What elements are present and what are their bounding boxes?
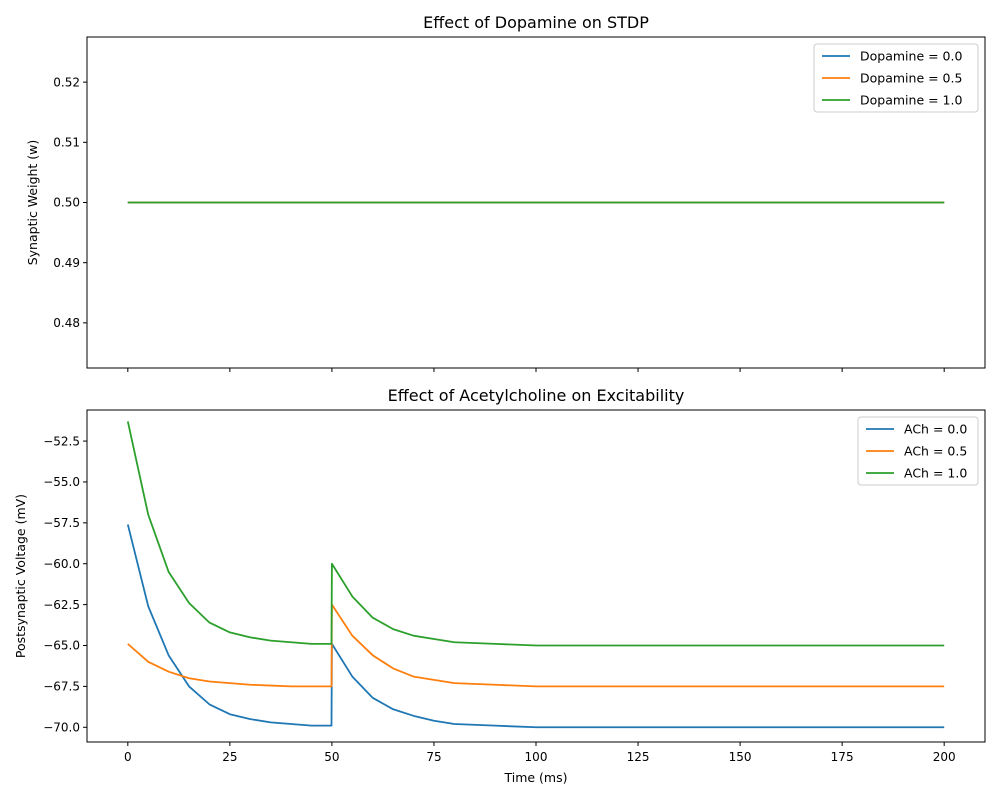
dopamine-x-ticks [127, 368, 945, 372]
dopamine-y-axis-label: Synaptic Weight (w) [25, 140, 40, 266]
dopamine-y-tick-label: 0.50 [53, 196, 80, 210]
acetylcholine-y-tick-label: −52.5 [43, 434, 80, 448]
acetylcholine-chart-title: Effect of Acetylcholine on Excitability [388, 386, 685, 405]
dopamine-legend-box [813, 43, 979, 113]
dopamine-legend-label-0: Dopamine = 0.0 [860, 49, 962, 64]
acetylcholine-panel: Effect of Acetylcholine on Excitability … [13, 386, 986, 785]
acetylcholine-series [126, 421, 945, 729]
dopamine-legend-label-2: Dopamine = 1.0 [860, 93, 962, 108]
acetylcholine-series-line-0 [126, 524, 945, 729]
dopamine-y-tick-label: 0.52 [53, 75, 80, 89]
dopamine-y-ticks: 0.48 0.49 0.50 0.51 0.52 [53, 75, 87, 330]
acetylcholine-legend-label-1: ACh = 0.5 [904, 444, 967, 459]
acetylcholine-legend-label-2: ACh = 1.0 [904, 466, 967, 481]
acetylcholine-x-tick-label: 50 [324, 750, 339, 764]
acetylcholine-y-tick-label: −62.5 [43, 598, 80, 612]
acetylcholine-y-tick-label: −55.0 [43, 475, 80, 489]
acetylcholine-legend-box [857, 416, 979, 486]
acetylcholine-x-tick-label: 125 [627, 750, 650, 764]
acetylcholine-y-tick-label: −67.5 [43, 680, 80, 694]
acetylcholine-series-line-1 [127, 603, 945, 688]
acetylcholine-y-tick-label: −60.0 [43, 557, 80, 571]
acetylcholine-x-tick-label: 200 [933, 750, 956, 764]
dopamine-legend-label-1: Dopamine = 0.5 [860, 71, 962, 86]
acetylcholine-x-tick-label: 75 [426, 750, 441, 764]
dopamine-y-tick-label: 0.48 [53, 316, 80, 330]
acetylcholine-x-tick-label: 150 [729, 750, 752, 764]
dopamine-y-tick-label: 0.49 [53, 256, 80, 270]
acetylcholine-y-tick-label: −70.0 [43, 720, 80, 734]
dopamine-y-tick-label: 0.51 [53, 136, 80, 150]
acetylcholine-x-tick-label: 100 [525, 750, 548, 764]
acetylcholine-y-axis-label: Postsynaptic Voltage (mV) [13, 494, 28, 658]
dopamine-panel: Effect of Dopamine on STDP 0.480.490.500… [25, 13, 986, 372]
acetylcholine-x-ticks: 0 25 50 75 100 125 150 175 200 [124, 742, 956, 764]
acetylcholine-x-tick-label: 175 [831, 750, 854, 764]
acetylcholine-series-line-2 [126, 421, 945, 647]
dopamine-legend: Dopamine = 0.0 Dopamine = 0.5 Dopamine =… [813, 43, 979, 113]
acetylcholine-y-tick-label: −57.5 [43, 516, 80, 530]
acetylcholine-legend: ACh = 0.0 ACh = 0.5 ACh = 1.0 [857, 416, 979, 486]
dopamine-plot-frame [86, 36, 986, 369]
acetylcholine-x-tick-label: 0 [124, 750, 132, 764]
dopamine-chart-title: Effect of Dopamine on STDP [423, 13, 649, 32]
acetylcholine-x-tick-label: 25 [222, 750, 237, 764]
acetylcholine-y-tick-label: −65.0 [43, 639, 80, 653]
acetylcholine-y-ticks: −70.0 −67.5 −65.0 −62.5 −60.0 −57.5 −55.0 −52.5 [43, 434, 87, 734]
acetylcholine-x-axis-label: Time (ms) [503, 770, 567, 785]
acetylcholine-legend-label-0: ACh = 0.0 [904, 422, 967, 437]
acetylcholine-plot-frame [86, 409, 986, 743]
